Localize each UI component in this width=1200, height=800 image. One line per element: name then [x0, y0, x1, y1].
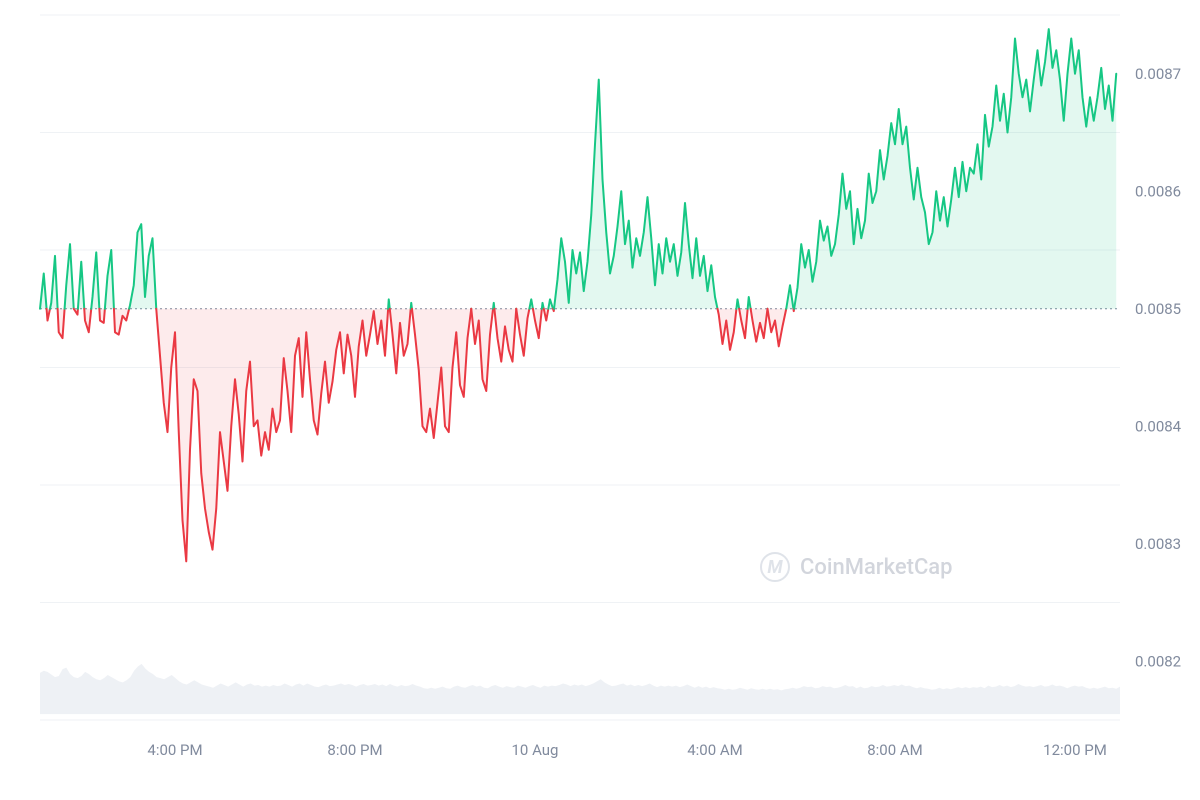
watermark-text: CoinMarketCap [800, 555, 953, 580]
svg-text:0.0085: 0.0085 [1135, 300, 1181, 318]
watermark-logo-icon: M [760, 552, 790, 582]
svg-text:0.0084: 0.0084 [1135, 417, 1182, 435]
price-chart[interactable]: 0.0082 0.0083 0.0084 0.0085 0.0086 0.0087 4:00… [0, 0, 1200, 800]
svg-text:10 Aug: 10 Aug [512, 741, 559, 759]
svg-text:4:00 AM: 4:00 AM [687, 741, 743, 759]
svg-text:8:00 PM: 8:00 PM [327, 741, 382, 759]
svg-text:0.0087: 0.0087 [1135, 65, 1181, 83]
svg-text:0.0082: 0.0082 [1135, 652, 1181, 670]
svg-text:4:00 PM: 4:00 PM [147, 741, 202, 759]
svg-text:8:00 AM: 8:00 AM [867, 741, 923, 759]
svg-text:0.0086: 0.0086 [1135, 182, 1181, 200]
chart-canvas: 0.0082 0.0083 0.0084 0.0085 0.0086 0.0087 4:00… [0, 0, 1200, 800]
svg-text:0.0083: 0.0083 [1135, 535, 1181, 553]
svg-text:12:00 PM: 12:00 PM [1043, 741, 1107, 759]
watermark: M CoinMarketCap [760, 552, 953, 582]
